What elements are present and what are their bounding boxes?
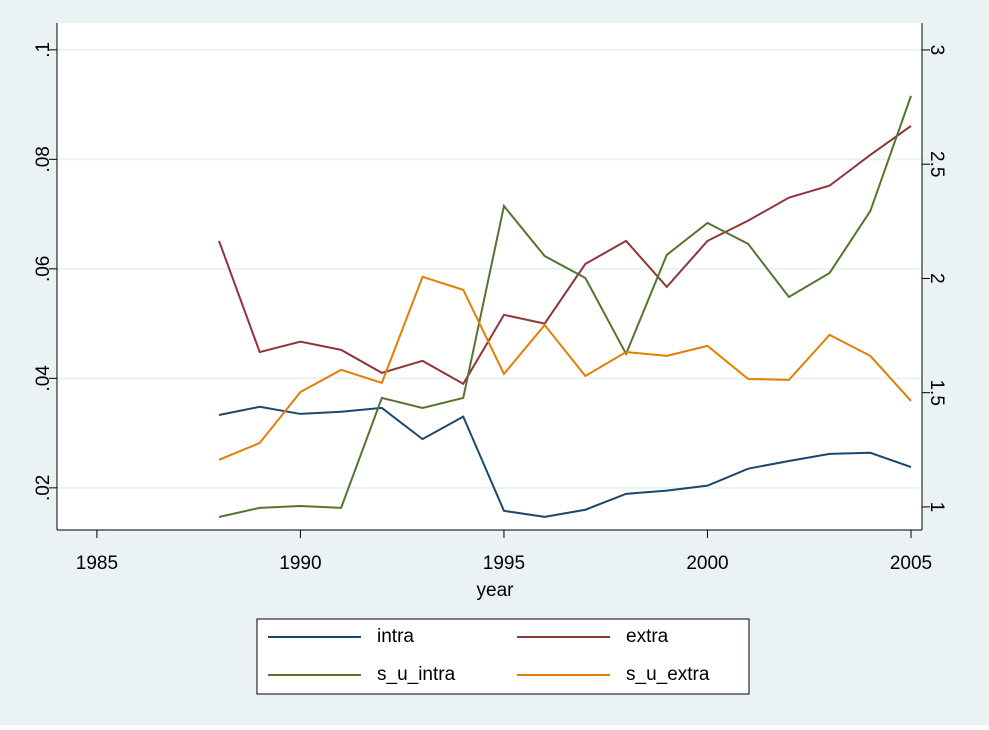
- y-tick-label: .04: [33, 365, 54, 392]
- y2-tick-label: 1: [926, 502, 947, 513]
- y-tick-label: .1: [33, 42, 54, 58]
- legend-label: s_u_intra: [377, 664, 456, 685]
- series-line: [218, 95, 912, 518]
- legend-label: s_u_extra: [626, 664, 710, 685]
- legend-label: extra: [626, 626, 669, 647]
- series-line: [218, 405, 912, 518]
- y2-tick-label: 2: [926, 273, 947, 284]
- x-tick-label: 1985: [76, 553, 118, 574]
- x-tick-label: 2005: [890, 553, 932, 574]
- x-axis-label: year: [477, 580, 515, 601]
- legend-box: [256, 618, 750, 695]
- y-tick-label: .08: [33, 146, 54, 172]
- series-line: [218, 275, 912, 461]
- y-tick-label: .02: [33, 475, 54, 501]
- y2-tick-label: 3: [926, 45, 947, 56]
- series-line: [218, 125, 912, 386]
- y2-tick-label: 1.5: [926, 379, 947, 405]
- legend-label: intra: [377, 626, 414, 647]
- y2-tick-label: 2.5: [926, 151, 947, 177]
- x-tick-label: 1990: [279, 553, 321, 574]
- x-tick-label: 1995: [483, 553, 525, 574]
- x-tick-label: 2000: [686, 553, 728, 574]
- y-tick-label: .06: [33, 256, 54, 282]
